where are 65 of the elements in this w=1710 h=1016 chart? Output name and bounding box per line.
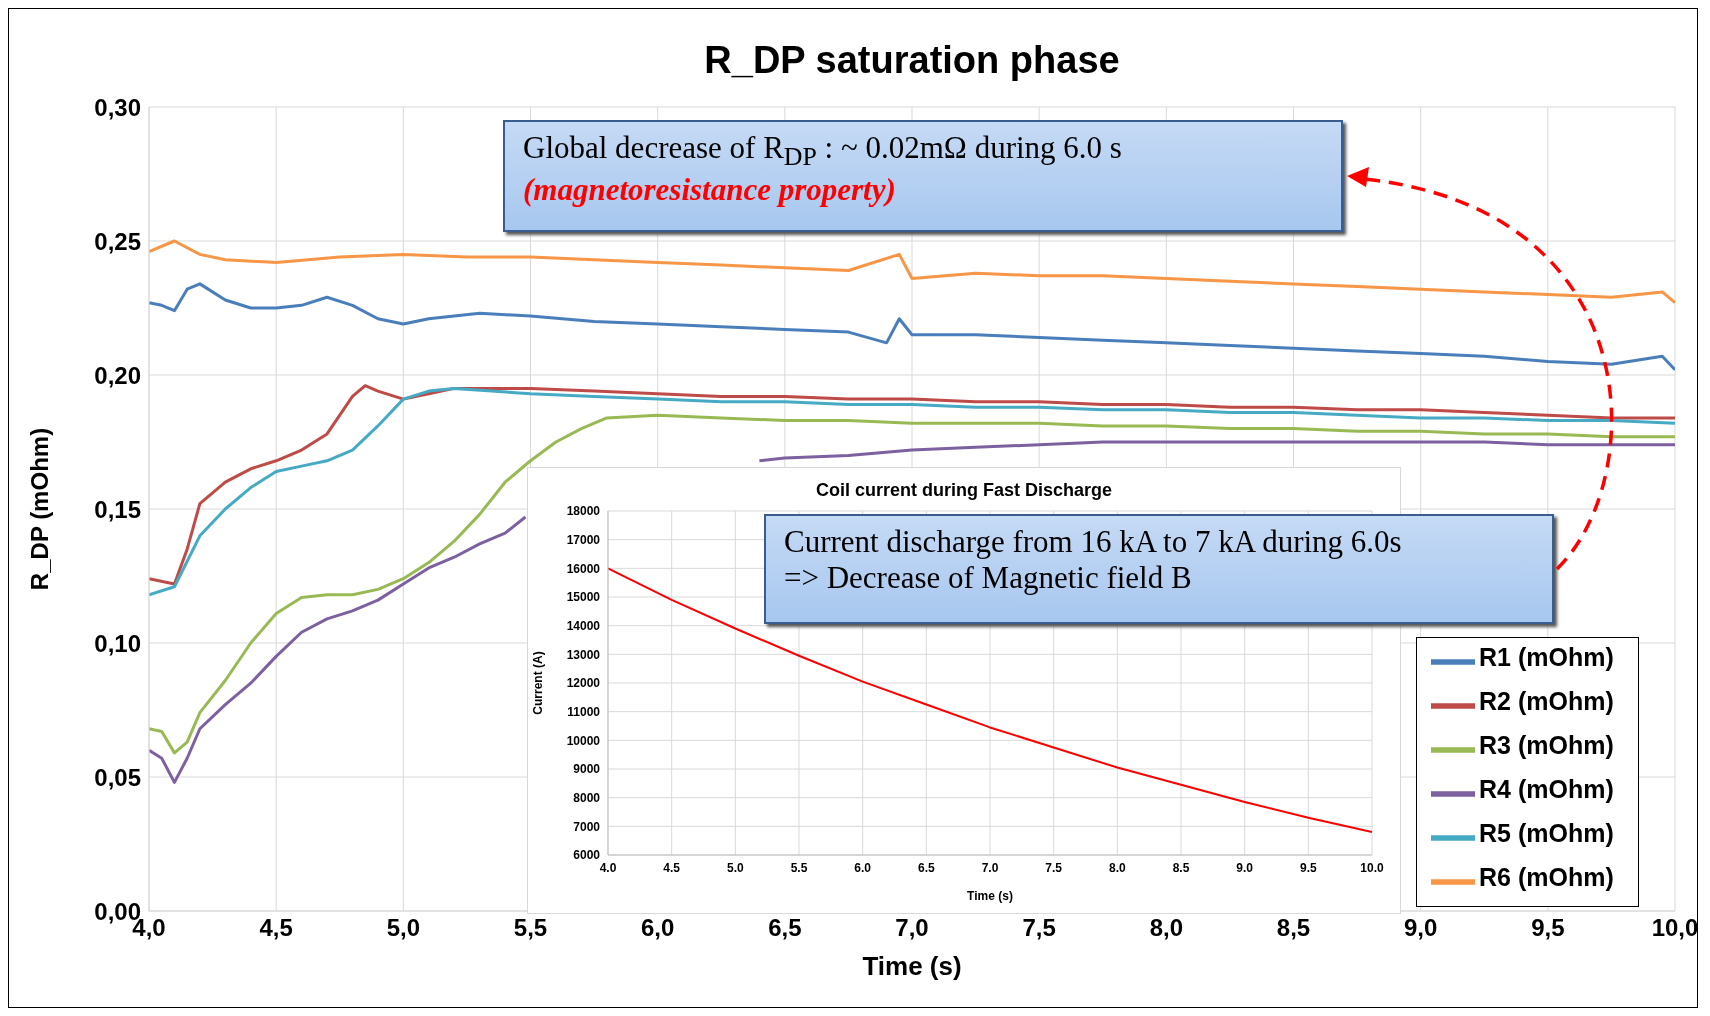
x-tick-label: 8,5 xyxy=(1276,914,1311,942)
x-axis-title: Time (s) xyxy=(967,888,1013,903)
x-tick-label: 7.5 xyxy=(1045,860,1063,875)
x-tick-label: 7,0 xyxy=(895,914,929,942)
y-tick-label: 16000 xyxy=(566,561,601,576)
y-tick-label: 14000 xyxy=(566,618,601,633)
line-series xyxy=(608,567,1372,834)
chart-title: Coil current during Fast Discharge xyxy=(814,480,1114,501)
x-tick-label: 5,5 xyxy=(513,914,548,942)
legend-label: R4 (mOhm) xyxy=(1479,774,1614,803)
y-axis-title: R_DP (mOhm) xyxy=(25,427,53,591)
annotation: Current discharge from 16 kA to 7 kA during 6.0s xyxy=(784,524,1403,560)
legend-label: R5 (mOhm) xyxy=(1479,818,1614,847)
legend-label: R6 (mOhm) xyxy=(1479,862,1614,891)
y-tick-label: 13000 xyxy=(566,647,601,662)
x-tick-label: 5.0 xyxy=(726,860,744,875)
legend-label: R2 (mOhm) xyxy=(1479,686,1614,715)
y-tick-label: 0,10 xyxy=(94,629,141,657)
y-tick-label: 0,30 xyxy=(94,93,141,121)
annotation: (magnetoresistance property) xyxy=(523,172,897,209)
x-tick-label: 8.0 xyxy=(1108,860,1126,875)
y-tick-label: 6000 xyxy=(573,848,601,863)
legend-label: R3 (mOhm) xyxy=(1479,730,1614,759)
legend-label: R1 (mOhm) xyxy=(1479,642,1614,671)
x-tick-label: 9,0 xyxy=(1403,914,1438,942)
line-series xyxy=(149,282,1675,372)
x-tick-label: 6,5 xyxy=(768,914,802,942)
x-tick-label: 8.5 xyxy=(1172,860,1190,875)
y-tick-label: 9000 xyxy=(573,762,601,777)
x-tick-label: 4.5 xyxy=(663,860,681,875)
x-tick-label: 4,5 xyxy=(259,914,293,942)
x-tick-label: 6.0 xyxy=(854,860,872,875)
y-tick-label: 0,05 xyxy=(94,763,141,791)
x-tick-label: 6,0 xyxy=(640,914,675,942)
y-tick-label: 17000 xyxy=(566,532,601,547)
y-tick-label: 0,20 xyxy=(94,361,141,389)
x-tick-label: 10.0 xyxy=(1360,860,1384,875)
annotation: Global decrease of R$_{DP}$ : ~ 0.02mΩ during 6.0 s xyxy=(523,130,1123,173)
x-tick-label: 5.5 xyxy=(790,860,808,875)
chart-title: R_DP saturation phase xyxy=(703,39,1121,82)
y-tick-label: 11000 xyxy=(567,704,601,719)
callout-box: Global decrease of R$_{DP}$ : ~ 0.02mΩ during 6.0 s (magnetoresistance property) xyxy=(503,120,1343,232)
x-axis-title: Time (s) xyxy=(862,951,962,982)
x-tick-label: 9,5 xyxy=(1531,914,1565,942)
y-tick-label: 0,15 xyxy=(94,495,141,523)
x-tick-label: 5,0 xyxy=(386,914,421,942)
callout-box: Current discharge from 16 kA to 7 kA during 6.0s => Decrease of Magnetic field B xyxy=(764,514,1554,624)
x-tick-label: 4.0 xyxy=(599,860,617,875)
y-tick-label: 0,25 xyxy=(94,227,141,255)
y-tick-label: 7000 xyxy=(573,819,601,834)
y-tick-label: 8000 xyxy=(573,790,601,805)
x-tick-label: 8,0 xyxy=(1149,914,1184,942)
x-tick-label: 9.5 xyxy=(1299,860,1317,875)
y-tick-label: 10000 xyxy=(566,733,601,748)
x-tick-label: 6.5 xyxy=(917,860,935,875)
x-tick-label: 7,5 xyxy=(1022,914,1056,942)
y-tick-label: 15000 xyxy=(566,590,601,605)
y-axis-title: Current (A) xyxy=(531,651,546,715)
annotation: => Decrease of Magnetic field B xyxy=(784,560,1193,596)
y-tick-label: 18000 xyxy=(566,504,601,519)
line-series xyxy=(149,239,1675,305)
x-tick-label: 10,0 xyxy=(1651,914,1699,942)
y-tick-label: 12000 xyxy=(566,676,601,691)
x-tick-label: 7.0 xyxy=(981,860,999,875)
x-tick-label: 9.0 xyxy=(1236,860,1254,875)
